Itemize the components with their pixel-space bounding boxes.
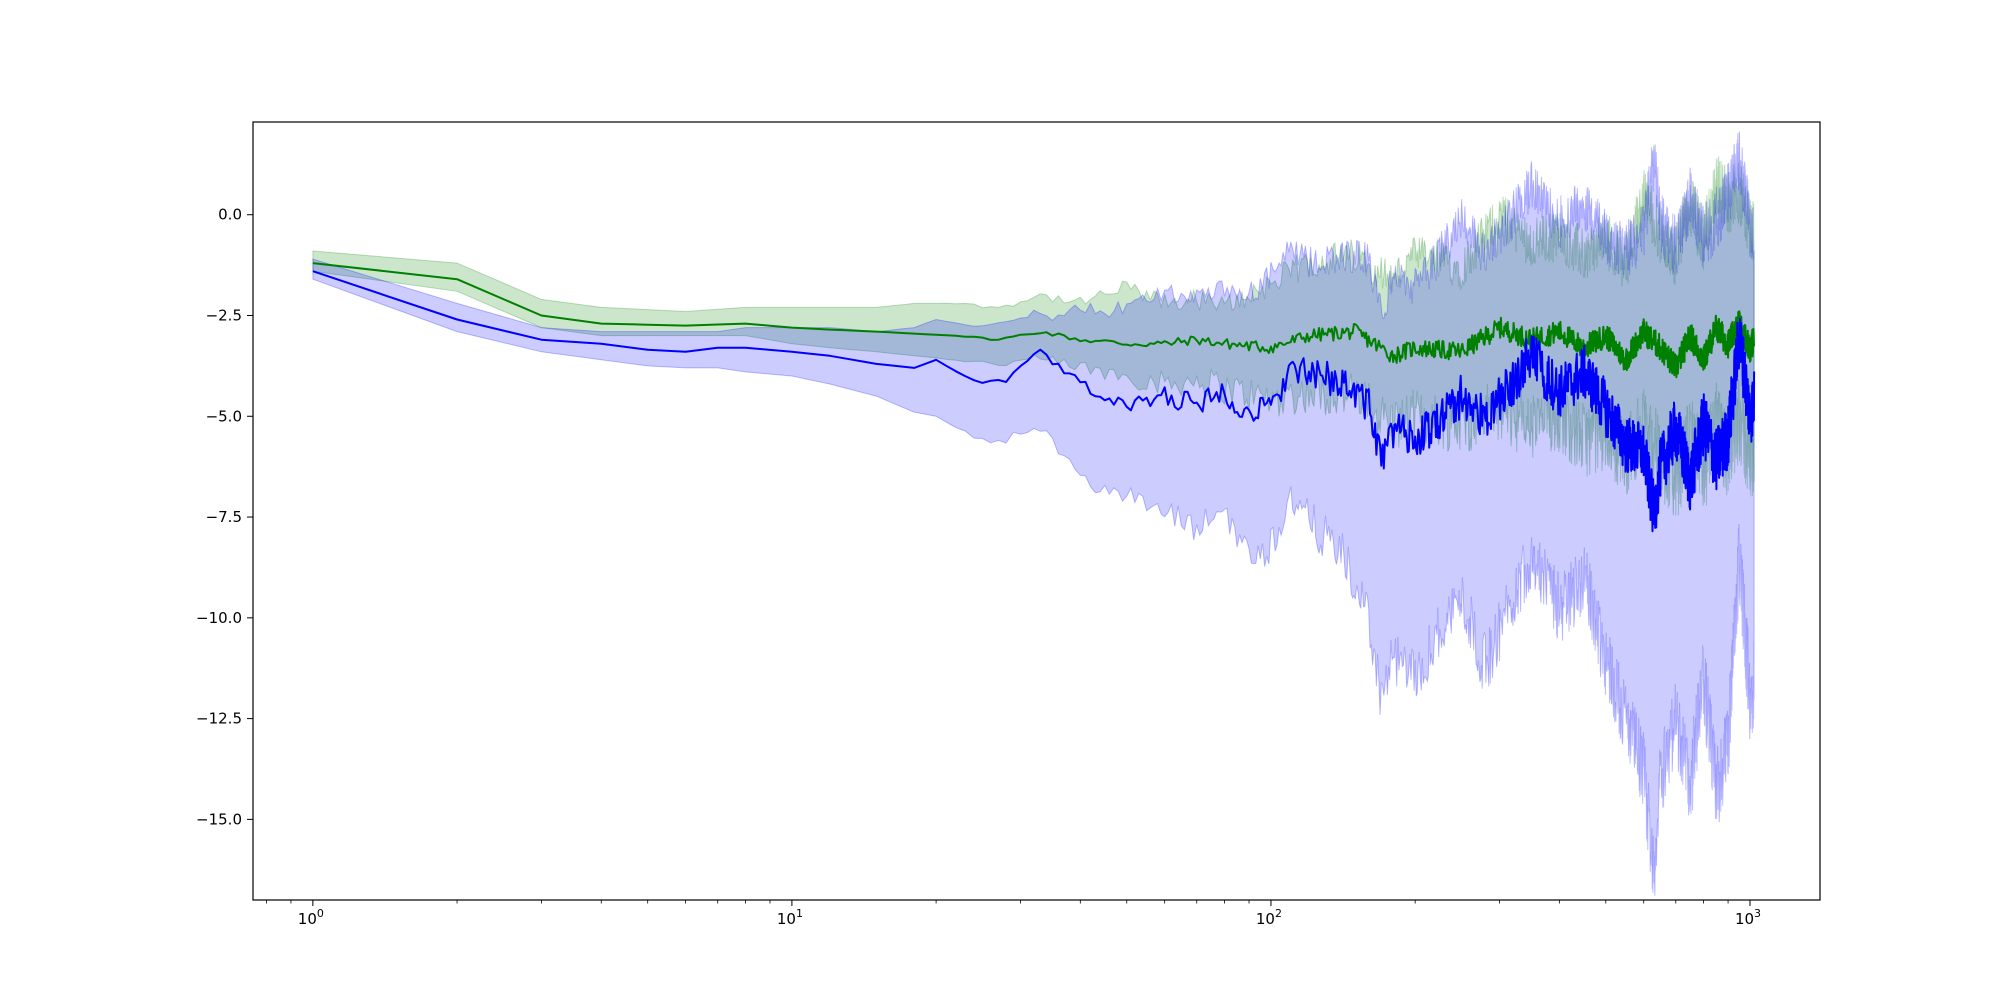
y-tick-label: −7.5	[206, 508, 242, 526]
y-tick-label: −15.0	[196, 810, 242, 828]
y-tick-label: −12.5	[196, 710, 242, 728]
series-1-confidence-band	[312, 131, 1755, 896]
x-tick-exponent: 3	[1754, 907, 1761, 920]
plot-frame	[252, 121, 1821, 901]
y-tick-label: −2.5	[206, 306, 242, 324]
y-tick-label: 0.0	[218, 206, 242, 224]
x-tick-exponent: 1	[796, 907, 803, 920]
x-tick-exponent: 0	[317, 907, 324, 920]
series-1-mean-line	[312, 270, 1756, 533]
axes: 100 101 102 1030.0−2.5−5.0−7.5−10.0−12.5−15…	[196, 206, 1761, 928]
series-0-mean-line	[312, 262, 1756, 379]
plot-area	[312, 131, 1756, 896]
y-tick-label: −5.0	[206, 407, 242, 425]
y-tick-label: −10.0	[196, 609, 242, 627]
x-tick-exponent: 2	[1275, 907, 1282, 920]
